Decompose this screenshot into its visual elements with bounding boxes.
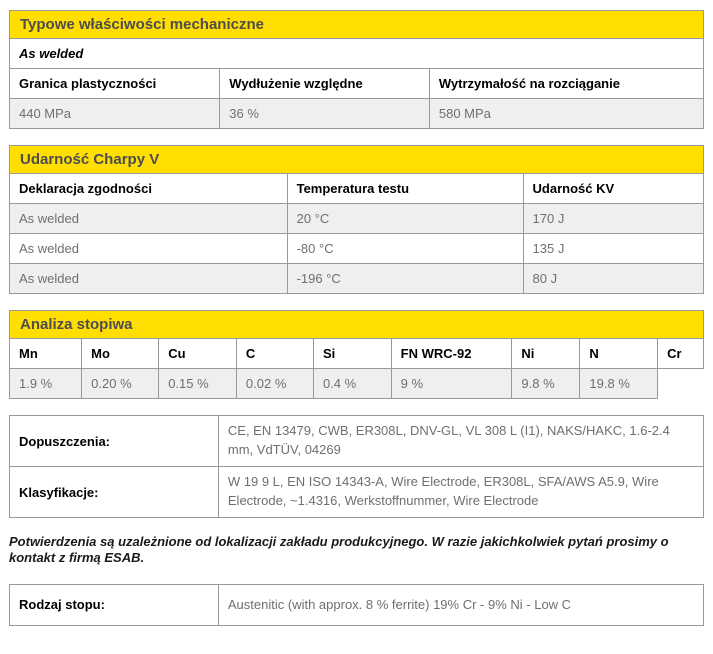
- element-value: 19.8 %: [579, 368, 659, 399]
- table-row: As welded 20 °C 170 J: [9, 203, 705, 234]
- yield-strength-value: 440 MPa: [8, 98, 221, 129]
- element-header: Mn: [8, 338, 83, 369]
- element-value: 0.20 %: [81, 368, 160, 399]
- test-temperature-cell: -196 °C: [286, 263, 524, 294]
- alloy-type-section: Rodzaj stopu: Austenitic (with approx. 8…: [9, 583, 705, 626]
- mechanical-title-bar: Typowe właściwości mechaniczne: [9, 10, 704, 39]
- column-header: Wytrzymałość na rozciąganie: [428, 68, 705, 99]
- impact-value-cell: 170 J: [522, 203, 705, 234]
- mechanical-properties-table: As welded Granica plastyczności Wydłużen…: [8, 38, 705, 129]
- alloy-type-value: Austenitic (with approx. 8 % ferrite) 19…: [217, 583, 705, 626]
- table-header-row: Deklaracja zgodności Temperatura testu U…: [9, 173, 705, 204]
- element-value: 0.15 %: [158, 368, 237, 399]
- impact-value-cell: 135 J: [522, 233, 705, 264]
- column-header: Udarność KV: [522, 173, 705, 204]
- column-header: Wydłużenie względne: [219, 68, 430, 99]
- element-header: Cu: [158, 338, 237, 369]
- element-value: 9 %: [390, 368, 513, 399]
- approvals-value: CE, EN 13479, CWB, ER308L, DNV-GL, VL 30…: [217, 415, 705, 467]
- element-header: Si: [312, 338, 392, 369]
- charpy-table: Deklaracja zgodności Temperatura testu U…: [9, 173, 705, 294]
- table-header-row: Granica plastyczności Wydłużenie względn…: [8, 68, 705, 99]
- alloy-type-table: Rodzaj stopu: Austenitic (with approx. 8…: [9, 583, 705, 626]
- declaration-cell: As welded: [9, 263, 288, 294]
- element-value: 0.02 %: [235, 368, 314, 399]
- element-value: 1.9 %: [8, 368, 83, 399]
- mechanical-properties-section: Typowe właściwości mechaniczne As welded…: [8, 10, 705, 129]
- charpy-title-bar: Udarność Charpy V: [9, 145, 704, 174]
- element-header: FN WRC-92: [390, 338, 513, 369]
- column-header: Temperatura testu: [286, 173, 524, 204]
- element-header: N: [579, 338, 659, 369]
- disclaimer-note: Potwierdzenia są uzależnione od lokaliza…: [9, 534, 669, 566]
- empty-cell: [658, 369, 704, 399]
- table-row: 1.9 % 0.20 % 0.15 % 0.02 % 0.4 % 9 % 9.8…: [8, 368, 704, 399]
- approvals-label: Dopuszczenia:: [9, 415, 219, 467]
- elongation-value: 36 %: [219, 98, 430, 129]
- section-title: Typowe właściwości mechaniczne: [20, 16, 264, 33]
- analysis-table: Mn Mo Cu C Si FN WRC-92 Ni N Cr 1.9 % 0.…: [8, 338, 704, 399]
- table-row: Dopuszczenia: CE, EN 13479, CWB, ER308L,…: [9, 415, 705, 467]
- element-header: Cr: [657, 338, 704, 369]
- table-row: As welded -196 °C 80 J: [9, 263, 705, 294]
- declaration-cell: As welded: [9, 203, 288, 234]
- element-header: Ni: [511, 338, 581, 369]
- section-title: Analiza stopiwa: [20, 316, 133, 333]
- element-header: Mo: [81, 338, 160, 369]
- charpy-section: Udarność Charpy V Deklaracja zgodności T…: [9, 145, 705, 294]
- condition-label: As welded: [9, 38, 704, 69]
- analysis-title-bar: Analiza stopiwa: [9, 310, 704, 339]
- test-temperature-cell: 20 °C: [286, 203, 524, 234]
- element-header: C: [235, 338, 314, 369]
- table-row: Klasyfikacje: W 19 9 L, EN ISO 14343-A, …: [9, 466, 705, 518]
- classifications-value: W 19 9 L, EN ISO 14343-A, Wire Electrode…: [217, 466, 705, 518]
- classifications-label: Klasyfikacje:: [9, 466, 219, 518]
- condition-row: As welded: [9, 38, 704, 69]
- section-title: Udarność Charpy V: [20, 151, 160, 168]
- element-value: 9.8 %: [511, 368, 581, 399]
- declaration-cell: As welded: [9, 233, 288, 264]
- analysis-section: Analiza stopiwa Mn Mo Cu C Si FN WRC-92 …: [8, 310, 704, 399]
- column-header: Deklaracja zgodności: [9, 173, 288, 204]
- alloy-type-label: Rodzaj stopu:: [9, 583, 219, 626]
- table-row: 440 MPa 36 % 580 MPa: [8, 98, 705, 129]
- approvals-section: Dopuszczenia: CE, EN 13479, CWB, ER308L,…: [9, 415, 705, 518]
- column-header: Granica plastyczności: [8, 68, 221, 99]
- test-temperature-cell: -80 °C: [286, 233, 524, 264]
- table-row: Rodzaj stopu: Austenitic (with approx. 8…: [9, 583, 705, 626]
- table-row: As welded -80 °C 135 J: [9, 233, 705, 264]
- impact-value-cell: 80 J: [522, 263, 705, 294]
- element-value: 0.4 %: [312, 368, 392, 399]
- tensile-strength-value: 580 MPa: [428, 98, 705, 129]
- approvals-table: Dopuszczenia: CE, EN 13479, CWB, ER308L,…: [9, 415, 705, 518]
- table-header-row: Mn Mo Cu C Si FN WRC-92 Ni N Cr: [8, 338, 704, 369]
